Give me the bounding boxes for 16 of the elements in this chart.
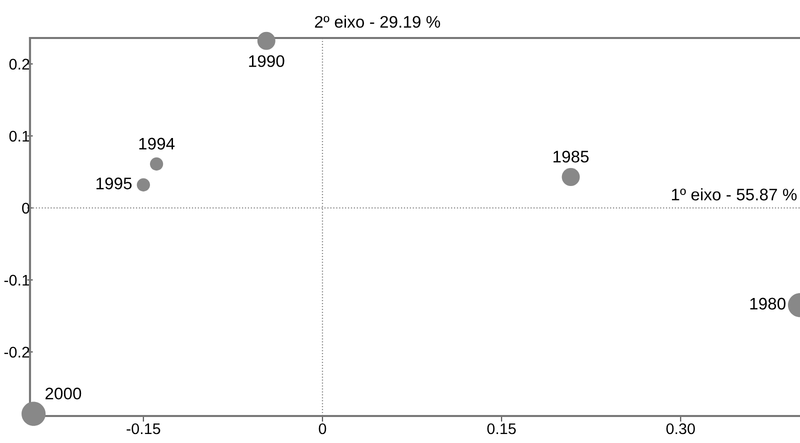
y-tick-label: -0.2 <box>4 346 30 358</box>
y-tick-label: 0.2 <box>9 58 30 70</box>
y-tick-label: -0.1 <box>4 274 30 286</box>
ref-line-label: 2º eixo - 29.19 % <box>314 16 440 28</box>
y-tick-label: 0.1 <box>9 130 30 142</box>
annotation: 1994 <box>139 138 175 150</box>
annotation: 1995 <box>96 178 132 190</box>
x-tick-label: -0.15 <box>126 423 160 434</box>
annotation: 1990 <box>249 55 284 68</box>
annotation: 1985 <box>554 150 589 163</box>
x-tick-label: 0.30 <box>666 423 695 434</box>
annotation: 1980 <box>750 298 786 310</box>
x-tick-label: 0 <box>318 423 326 434</box>
annotation: 2000 <box>46 388 82 400</box>
x-tick-label: 0.15 <box>487 423 516 434</box>
ref-line-label: 1º eixo - 55.87 % <box>672 188 797 200</box>
